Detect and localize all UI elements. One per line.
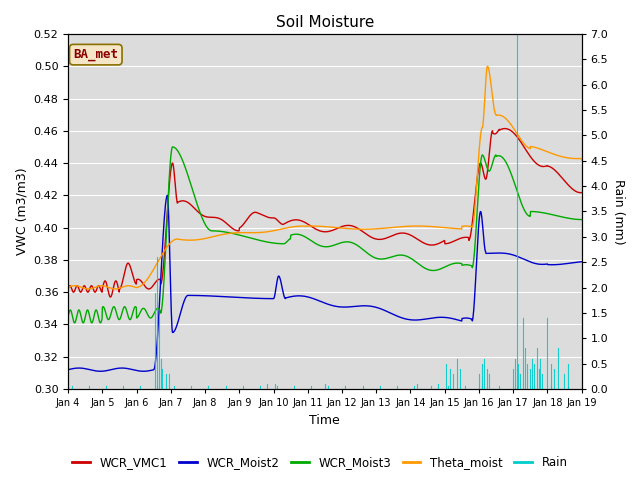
WCR_VMC1: [293, 217, 301, 223]
Theta_moist: [104, 284, 112, 290]
WCR_Moist2: [303, 294, 310, 300]
Theta_moist: [484, 63, 492, 69]
WCR_Moist3: [283, 239, 291, 245]
WCR_VMC1: [104, 287, 112, 292]
WCR_Moist3: [125, 316, 133, 322]
Line: WCR_Moist3: WCR_Moist3: [68, 147, 582, 323]
Theta_moist: [302, 223, 310, 229]
WCR_VMC1: [125, 261, 133, 267]
WCR_Moist2: [125, 366, 133, 372]
WCR_Moist3: [578, 216, 586, 222]
WCR_Moist3: [357, 245, 365, 251]
Theta_moist: [125, 283, 133, 288]
Line: WCR_VMC1: WCR_VMC1: [68, 129, 582, 297]
WCR_Moist2: [104, 368, 112, 373]
WCR_Moist2: [578, 259, 586, 264]
Theta_moist: [84, 286, 92, 292]
Theta_moist: [282, 225, 290, 231]
WCR_Moist2: [64, 367, 72, 372]
WCR_VMC1: [578, 190, 586, 195]
WCR_Moist2: [357, 303, 365, 309]
WCR_Moist3: [294, 231, 301, 237]
Theta_moist: [357, 227, 365, 232]
WCR_Moist2: [294, 293, 301, 299]
Theta_moist: [64, 285, 72, 290]
WCR_Moist2: [97, 368, 104, 374]
WCR_VMC1: [64, 286, 72, 292]
WCR_Moist3: [79, 320, 87, 326]
Theta_moist: [293, 224, 301, 229]
Title: Soil Moisture: Soil Moisture: [276, 15, 374, 30]
WCR_Moist2: [283, 295, 291, 300]
WCR_Moist2: [164, 192, 172, 198]
WCR_Moist3: [169, 144, 177, 150]
Y-axis label: VWC (m3/m3): VWC (m3/m3): [15, 168, 28, 255]
WCR_VMC1: [357, 227, 365, 233]
Text: BA_met: BA_met: [74, 48, 118, 61]
Legend: WCR_VMC1, WCR_Moist2, WCR_Moist3, Theta_moist, Rain: WCR_VMC1, WCR_Moist2, WCR_Moist3, Theta_…: [68, 452, 572, 474]
WCR_Moist3: [303, 235, 310, 240]
WCR_VMC1: [501, 126, 509, 132]
WCR_VMC1: [106, 294, 114, 300]
Y-axis label: Rain (mm): Rain (mm): [612, 179, 625, 244]
Line: WCR_Moist2: WCR_Moist2: [68, 195, 582, 371]
WCR_VMC1: [282, 220, 290, 226]
X-axis label: Time: Time: [310, 414, 340, 427]
Line: Theta_moist: Theta_moist: [68, 66, 582, 289]
WCR_Moist3: [104, 317, 112, 323]
Theta_moist: [578, 157, 586, 163]
WCR_VMC1: [302, 220, 310, 226]
WCR_Moist3: [64, 313, 72, 319]
